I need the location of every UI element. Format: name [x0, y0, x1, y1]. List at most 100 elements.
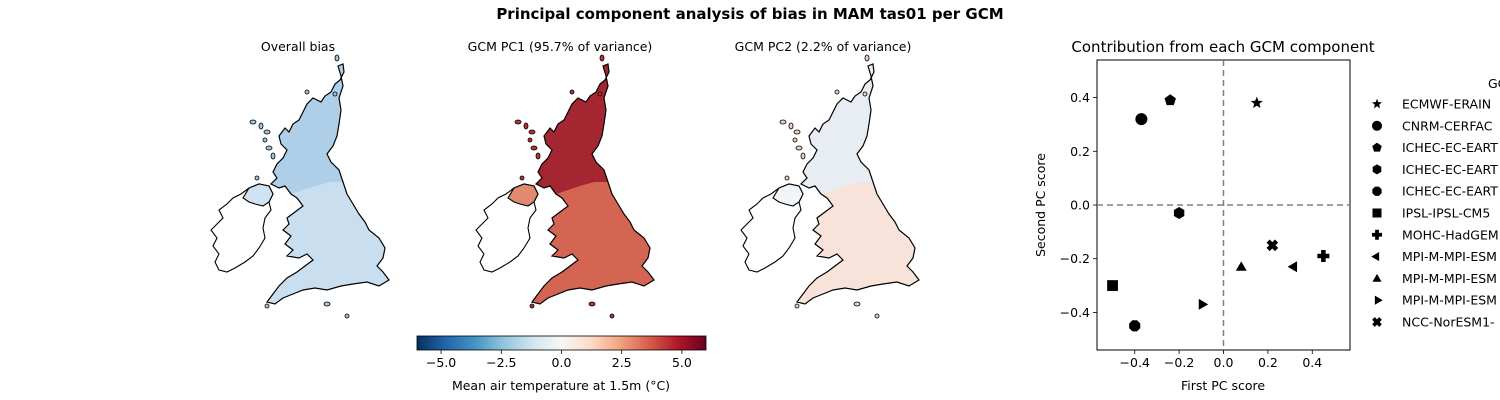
map-title-overall-bias: Overall bias: [260, 39, 336, 54]
ireland-outline: [740, 183, 804, 273]
island-outline: [599, 54, 605, 62]
island-outline: [258, 122, 264, 130]
northern-ireland-fill: [243, 184, 273, 206]
colorbar-tick-label: 0.0: [552, 355, 572, 370]
island-outline: [792, 137, 798, 143]
scatter-point-triangle-left: [1287, 261, 1298, 273]
legend-label: ICHEC-EC-EART: [1402, 162, 1498, 177]
legend-label: MPI-M-MPI-ESM: [1402, 271, 1497, 286]
x-axis-title: First PC score: [1181, 378, 1265, 393]
northern-ireland-outline: [772, 183, 804, 207]
legend: GC ECMWF-ERAIN CNRM-CERFAC ICHEC-EC-EART IC…: [1371, 76, 1500, 330]
legend-label: ECMWF-ERAIN: [1402, 97, 1491, 112]
island-outline: [853, 301, 861, 307]
island-outline: [265, 145, 273, 151]
x-tick-label: −0.4: [1120, 355, 1150, 370]
legend-marker-square: [1372, 208, 1382, 218]
map-title-pc2: GCM PC2 (2.2% of variance): [734, 39, 912, 54]
x-tick-label: −0.2: [1164, 355, 1194, 370]
legend-marker-triangle-up: [1372, 273, 1382, 282]
northern-ireland-fill: [773, 184, 803, 206]
scatter-point-x: [1266, 239, 1279, 252]
scatter-point-star: [1250, 96, 1263, 109]
great-britain-outline: [265, 63, 390, 305]
scatter-point-triangle-up: [1235, 261, 1247, 271]
legend-marker-pentagon: [1372, 142, 1382, 152]
island-outline: [332, 91, 338, 97]
legend-marker-hexagon: [1372, 164, 1382, 175]
island-outline: [527, 137, 533, 143]
legend-marker-octagon: [1372, 186, 1382, 196]
ireland-outline: [475, 183, 539, 273]
x-tick-label: 0.4: [1302, 355, 1322, 370]
y-tick-label: 0.2: [1070, 144, 1090, 159]
y-tick-label: 0.0: [1070, 198, 1090, 213]
ireland-outline: [210, 183, 274, 273]
y-axis-title: Second PC score: [1033, 153, 1048, 257]
northern-ireland-outline: [507, 183, 539, 207]
island-outline: [262, 137, 268, 143]
northern-ireland-outline: [242, 183, 274, 207]
legend-marker-triangle-left: [1371, 252, 1380, 262]
legend-label: CNRM-CERFAC: [1402, 118, 1493, 133]
scatter-point-square: [1107, 280, 1118, 291]
scatter-point-octagon: [1129, 320, 1141, 332]
y-tick-label: −0.4: [1060, 305, 1090, 320]
island-outline: [334, 54, 340, 62]
scatter-reference-lines: [1097, 60, 1350, 350]
colorbar-tick-label: 2.5: [612, 355, 632, 370]
island-outline: [519, 175, 525, 181]
island-outline: [254, 175, 260, 181]
island-outline: [795, 145, 803, 151]
legend-marker-star: [1372, 98, 1382, 109]
map-title-pc1: GCM PC1 (95.7% of variance): [467, 39, 653, 54]
island-outline: [588, 301, 596, 307]
legend-label: NCC-NorESM1-: [1402, 315, 1495, 330]
island-outline: [263, 129, 271, 135]
y-tick-label: 0.4: [1070, 90, 1090, 105]
scotland-fill: [801, 64, 874, 194]
scatter-point-plus: [1317, 250, 1330, 263]
legend-label: ICHEC-EC-EART: [1402, 140, 1498, 155]
island-outline: [862, 91, 868, 97]
island-outline: [788, 122, 794, 130]
scatter-point-circle: [1135, 113, 1148, 126]
legend-title: GC: [1488, 76, 1500, 91]
map-pc2: [740, 54, 920, 319]
map-pc1: [475, 54, 655, 319]
legend-label: MOHC-HadGEM: [1402, 227, 1499, 242]
island-outline: [779, 119, 787, 125]
scotland-fill: [536, 64, 609, 194]
island-outline: [794, 303, 800, 309]
great-britain-outline: [530, 63, 655, 305]
scatter-plot: Contribution from each GCM component −0.…: [1033, 38, 1375, 393]
colorbar-tick-label: −5.0: [426, 355, 456, 370]
island-outline: [834, 89, 840, 95]
island-outline: [304, 89, 310, 95]
island-outline: [249, 119, 257, 125]
island-outline: [597, 91, 603, 97]
colorbar: −5.0 −2.5 0.0 2.5 5.0 Mean air temperature a…: [416, 335, 707, 393]
y-tick-label: −0.2: [1060, 251, 1090, 266]
colorbar-bar: [416, 335, 707, 351]
scatter-ticks: −0.4 −0.2 0.0 0.2 0.4 −0.4 −0.2 0.0 0.2 0.4: [1060, 90, 1323, 370]
great-britain-outline: [795, 63, 920, 305]
legend-marker-triangle-right: [1374, 295, 1383, 305]
scotland-fill: [271, 64, 344, 194]
island-outline: [569, 89, 575, 95]
scatter-title: Contribution from each GCM component: [1071, 38, 1374, 56]
island-outline: [323, 301, 331, 307]
legend-label: IPSL-IPSL-CM5: [1402, 206, 1490, 221]
scatter-point-hexagon: [1173, 207, 1185, 220]
legend-items: ECMWF-ERAIN CNRM-CERFAC ICHEC-EC-EART ICHEC…: [1371, 97, 1499, 330]
island-outline: [609, 313, 615, 319]
island-outline: [344, 313, 350, 319]
x-tick-label: 0.0: [1214, 355, 1234, 370]
island-outline: [523, 122, 529, 130]
map-overall-bias: [210, 54, 390, 319]
colorbar-label: Mean air temperature at 1.5m (°C): [452, 378, 670, 393]
island-outline: [864, 54, 870, 62]
island-outline: [874, 313, 880, 319]
colorbar-tick-label: −2.5: [486, 355, 516, 370]
